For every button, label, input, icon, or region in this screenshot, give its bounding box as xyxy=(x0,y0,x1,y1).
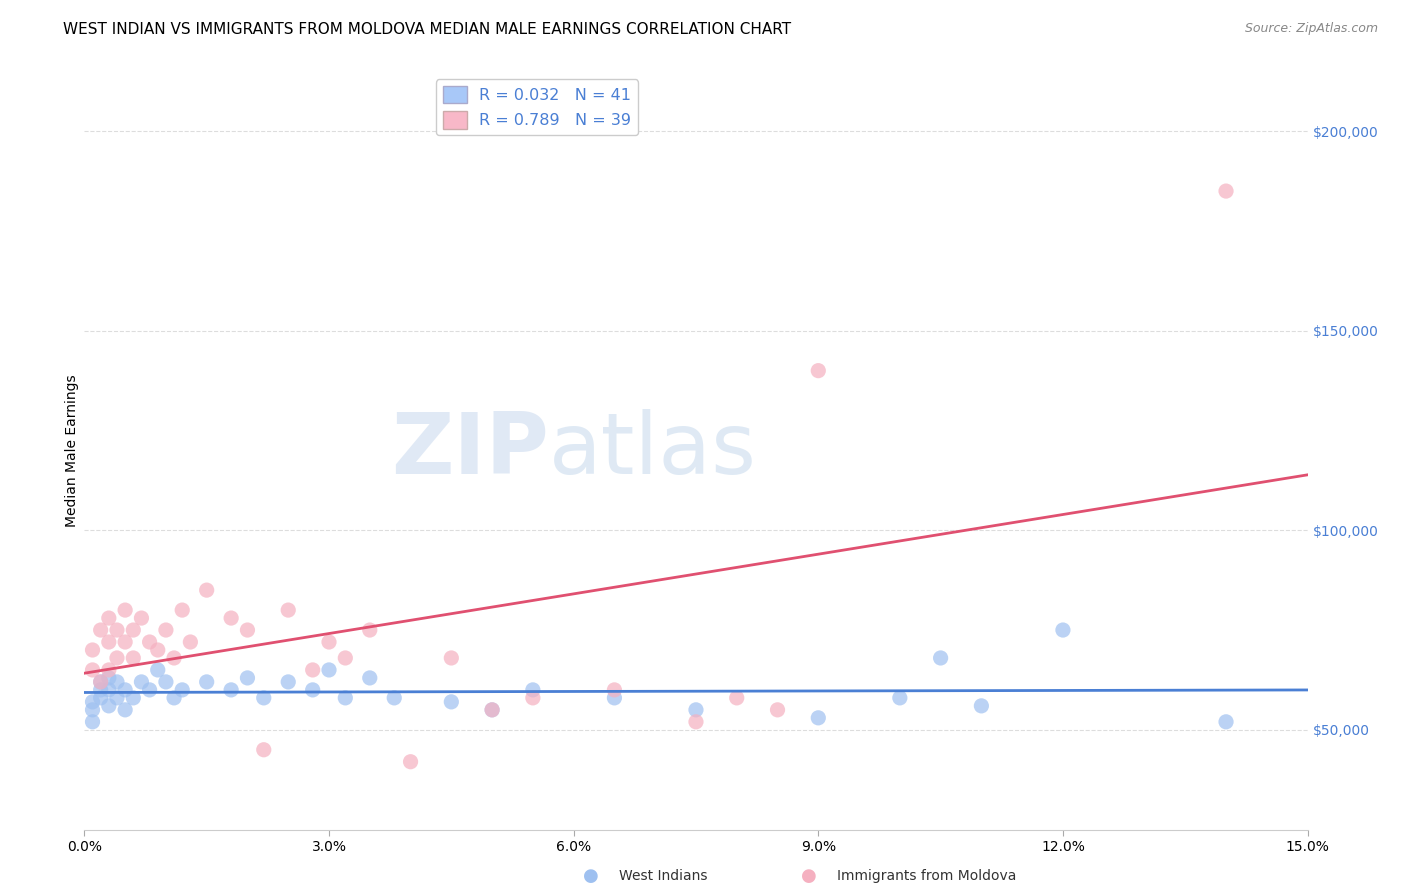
Point xyxy=(90,690,112,705)
Point xyxy=(399,755,422,769)
Point xyxy=(889,690,911,705)
Point xyxy=(138,635,160,649)
Point xyxy=(114,703,136,717)
Point xyxy=(253,690,276,705)
Point xyxy=(359,671,381,685)
Text: ●: ● xyxy=(582,867,599,885)
Point xyxy=(1052,623,1074,637)
Point xyxy=(114,635,136,649)
Point xyxy=(301,663,323,677)
Point xyxy=(335,651,357,665)
Point xyxy=(301,682,323,697)
Point xyxy=(155,674,177,689)
Point xyxy=(253,743,276,757)
Point xyxy=(122,690,145,705)
Point xyxy=(359,623,381,637)
Point xyxy=(481,703,503,717)
Point xyxy=(603,690,626,705)
Point xyxy=(219,682,242,697)
Point xyxy=(440,651,463,665)
Text: atlas: atlas xyxy=(550,409,758,492)
Point xyxy=(236,623,259,637)
Point xyxy=(131,674,153,689)
Point xyxy=(172,603,194,617)
Point xyxy=(105,623,128,637)
Point xyxy=(97,611,120,625)
Point xyxy=(685,703,707,717)
Point xyxy=(685,714,707,729)
Text: Immigrants from Moldova: Immigrants from Moldova xyxy=(837,869,1017,883)
Text: ●: ● xyxy=(800,867,817,885)
Text: WEST INDIAN VS IMMIGRANTS FROM MOLDOVA MEDIAN MALE EARNINGS CORRELATION CHART: WEST INDIAN VS IMMIGRANTS FROM MOLDOVA M… xyxy=(63,22,792,37)
Point xyxy=(277,674,299,689)
Point xyxy=(82,643,104,657)
Point xyxy=(195,674,218,689)
Point xyxy=(90,682,112,697)
Point xyxy=(195,583,218,598)
Point xyxy=(318,635,340,649)
Point xyxy=(440,695,463,709)
Point xyxy=(90,674,112,689)
Point xyxy=(122,623,145,637)
Point xyxy=(105,674,128,689)
Point xyxy=(1215,184,1237,198)
Point xyxy=(82,703,104,717)
Legend: R = 0.032   N = 41, R = 0.789   N = 39: R = 0.032 N = 41, R = 0.789 N = 39 xyxy=(436,79,638,135)
Text: Source: ZipAtlas.com: Source: ZipAtlas.com xyxy=(1244,22,1378,36)
Text: ZIP: ZIP xyxy=(391,409,550,492)
Point xyxy=(219,611,242,625)
Point xyxy=(335,690,357,705)
Point xyxy=(277,603,299,617)
Point xyxy=(603,682,626,697)
Point xyxy=(146,663,169,677)
Point xyxy=(807,711,830,725)
Point xyxy=(179,635,201,649)
Point xyxy=(522,682,544,697)
Point xyxy=(1215,714,1237,729)
Point xyxy=(114,603,136,617)
Point xyxy=(114,682,136,697)
Point xyxy=(105,651,128,665)
Point xyxy=(318,663,340,677)
Point xyxy=(90,623,112,637)
Text: West Indians: West Indians xyxy=(619,869,707,883)
Point xyxy=(97,635,120,649)
Point xyxy=(82,714,104,729)
Point xyxy=(163,690,186,705)
Point xyxy=(105,690,128,705)
Point xyxy=(90,674,112,689)
Point xyxy=(766,703,789,717)
Point xyxy=(82,663,104,677)
Point xyxy=(725,690,748,705)
Point xyxy=(122,651,145,665)
Point xyxy=(82,695,104,709)
Point xyxy=(172,682,194,697)
Point xyxy=(97,698,120,713)
Y-axis label: Median Male Earnings: Median Male Earnings xyxy=(65,374,79,527)
Point xyxy=(97,682,120,697)
Point xyxy=(481,703,503,717)
Point xyxy=(970,698,993,713)
Point xyxy=(929,651,952,665)
Point xyxy=(522,690,544,705)
Point xyxy=(807,364,830,378)
Point xyxy=(146,643,169,657)
Point xyxy=(382,690,405,705)
Point xyxy=(155,623,177,637)
Point xyxy=(131,611,153,625)
Point xyxy=(97,671,120,685)
Point xyxy=(138,682,160,697)
Point xyxy=(163,651,186,665)
Point xyxy=(236,671,259,685)
Point xyxy=(97,663,120,677)
